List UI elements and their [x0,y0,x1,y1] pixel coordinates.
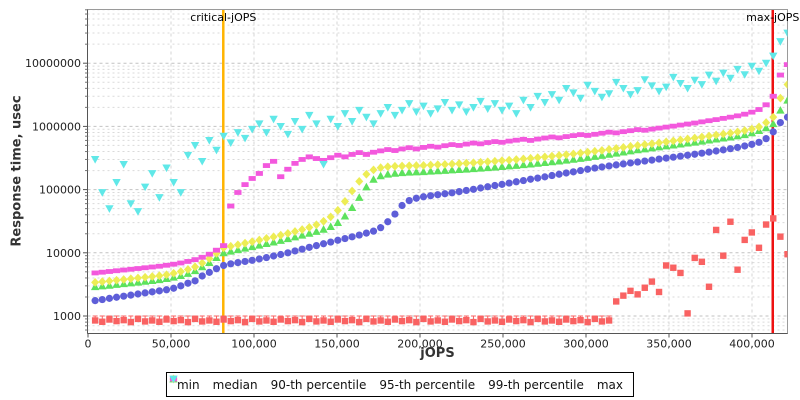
series-median [91,113,788,305]
series-min [91,215,788,326]
legend-item-median: median [169,375,258,392]
x-tick-label: 200,000 [397,338,443,351]
legend-item-label: median [212,377,258,392]
annotation-label-0: critical-jOPS [190,11,256,24]
triangle-down-legend-marker-icon [169,375,178,384]
legend-item-min: min [170,375,200,392]
axis-ticks: 0 50,000 100,000 150,000 200,000 250,000 300,0… [25,9,775,351]
x-tick-label: 400,000 [729,338,775,351]
series-99-th-percentile [91,62,788,276]
legend-item-label: max [596,377,624,392]
legend-item-label: 99-th percentile [488,377,584,392]
annotation-lines [222,9,774,334]
y-tick-label: 1000000 [32,120,81,133]
y-tick-label: 10000000 [25,57,81,70]
series-max [90,29,788,216]
legend: min median 90-th percentile 95-th percentil… [165,372,635,397]
x-tick-label: 100,000 [231,338,277,351]
y-tick-label: 10000 [46,247,81,260]
legend-item-label: 95-th percentile [379,377,476,392]
y-tick-label: 100000 [39,184,81,197]
x-tick-label: 250,000 [480,338,526,351]
legend-item-label: min [176,377,200,392]
legend-item-99-th-percentile: 99-th percentile [169,376,584,392]
x-axis-title: jOPS [420,346,455,361]
legend-item-90-th-percentile: 90-th percentile [169,374,367,392]
y-axis-title: Response time, usec [9,95,25,247]
data-points [90,29,788,326]
legend-item-max: max [169,375,624,392]
x-tick-label: 50,000 [152,338,191,351]
series-95-th-percentile [91,80,788,287]
x-tick-label: 0 [85,338,92,351]
y-tick-label: 1000 [53,310,81,323]
legend-item-95-th-percentile: 95-th percentile [169,374,476,392]
x-tick-label: 350,000 [646,338,692,351]
legend-item-label: 90-th percentile [270,377,367,392]
x-tick-label: 150,000 [314,338,360,351]
annotation-label-1: max-jOPS [746,11,799,24]
x-tick-label: 300,000 [563,338,609,351]
